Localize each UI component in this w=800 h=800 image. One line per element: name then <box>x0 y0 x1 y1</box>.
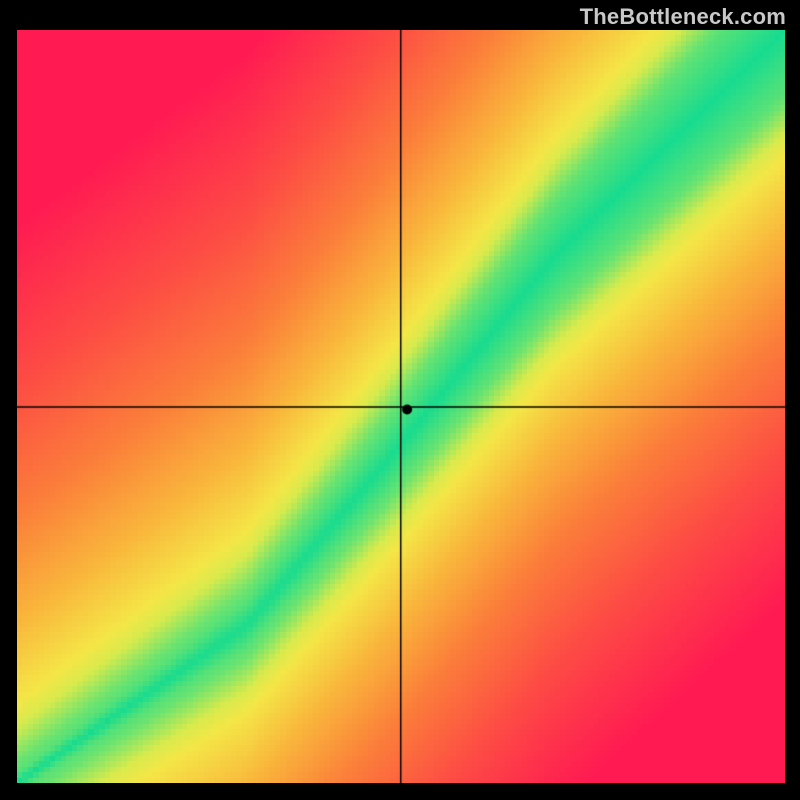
watermark-text: TheBottleneck.com <box>580 4 786 30</box>
bottleneck-heatmap <box>17 30 785 783</box>
chart-container: TheBottleneck.com <box>0 0 800 800</box>
